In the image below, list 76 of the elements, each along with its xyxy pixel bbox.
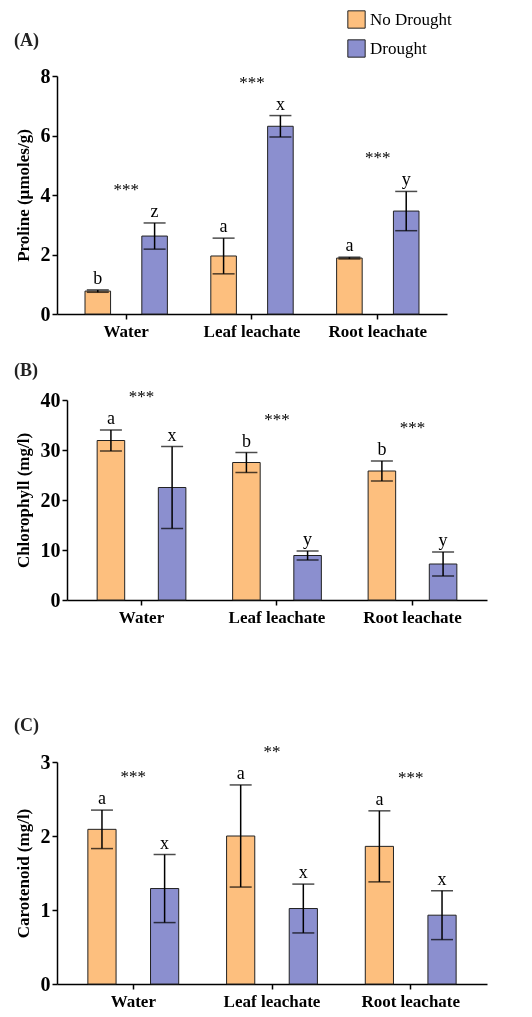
- data-label: y: [303, 529, 313, 549]
- annotation: ***: [365, 148, 391, 168]
- y-axis-title: Chlorophyll (mg/l): [13, 432, 33, 569]
- bar: [364, 845, 394, 985]
- bar: [87, 828, 117, 985]
- data-label: y: [401, 169, 411, 190]
- data-label: x: [167, 424, 177, 445]
- bar: [232, 462, 261, 601]
- data-label: b: [241, 430, 251, 451]
- y-axis-title: Proline (µmoles/g): [13, 129, 33, 262]
- y-tick-label: 3: [40, 750, 51, 773]
- data-label: b: [93, 267, 103, 288]
- bar: [288, 908, 318, 985]
- y-tick-label: 2: [40, 824, 51, 847]
- data-label: z: [150, 200, 159, 221]
- data-label: a: [345, 235, 354, 256]
- annotation: ***: [399, 418, 426, 437]
- data-label: b: [377, 439, 387, 459]
- data-label: a: [236, 762, 245, 783]
- x-tick-label: Leaf leachate: [223, 991, 321, 1011]
- bar: [428, 563, 458, 601]
- x-tick-label: Water: [110, 991, 157, 1011]
- x-tick-label: Root leachate: [328, 321, 428, 341]
- data-label: x: [437, 868, 447, 889]
- y-tick-label: 6: [40, 124, 51, 146]
- bar: [210, 255, 237, 315]
- annotation: ***: [113, 179, 139, 199]
- y-tick-label: 0: [50, 588, 61, 611]
- y-axis-title: Carotenoid (mg/l): [13, 808, 33, 939]
- y-tick-label: 20: [40, 488, 61, 511]
- bar: [427, 914, 457, 985]
- y-tick-label: 8: [40, 64, 51, 87]
- x-tick-label: Leaf leachate: [203, 321, 301, 341]
- x-tick-label: Root leachate: [361, 991, 461, 1011]
- annotation: ***: [120, 767, 147, 787]
- x-tick-label: Root leachate: [363, 607, 463, 627]
- y-tick-label: 2: [40, 243, 51, 265]
- data-label: y: [438, 530, 448, 550]
- chart-title: (A): [14, 30, 39, 51]
- bar: [392, 210, 420, 315]
- bar: [84, 290, 112, 315]
- bar: [150, 888, 180, 985]
- data-label: x: [275, 93, 285, 114]
- bar: [141, 235, 168, 315]
- annotation: ***: [128, 387, 155, 406]
- data-label: x: [298, 862, 308, 883]
- bar: [267, 125, 294, 315]
- y-tick-label: 0: [40, 302, 51, 325]
- annotation: ***: [264, 409, 290, 429]
- y-tick-label: 30: [40, 438, 61, 461]
- annotation: ***: [239, 72, 265, 92]
- y-tick-label: 4: [40, 183, 51, 206]
- bar: [157, 487, 187, 601]
- chart-title: (C): [14, 714, 39, 736]
- data-label: a: [97, 788, 106, 809]
- x-tick-label: Water: [118, 607, 165, 627]
- y-tick-label: 1: [40, 898, 51, 921]
- data-label: a: [375, 788, 384, 809]
- chart-title: (B): [14, 360, 38, 381]
- y-tick-label: 40: [40, 388, 61, 411]
- bar: [367, 470, 397, 601]
- data-label: a: [219, 216, 228, 237]
- bar: [293, 555, 322, 601]
- bar: [226, 835, 256, 985]
- text: **: [263, 741, 281, 761]
- x-tick-label: Leaf leachate: [228, 607, 326, 627]
- annotation: ***: [397, 767, 424, 787]
- y-tick-label: 0: [40, 972, 51, 995]
- bar: [96, 440, 126, 601]
- y-tick-label: 10: [40, 538, 61, 561]
- data-label: a: [106, 408, 115, 428]
- legend-label: Drought: [370, 38, 427, 58]
- x-tick-label: Water: [103, 321, 150, 341]
- legend-label: No Drought: [370, 9, 452, 29]
- bar: [336, 257, 363, 315]
- data-label: x: [160, 832, 170, 853]
